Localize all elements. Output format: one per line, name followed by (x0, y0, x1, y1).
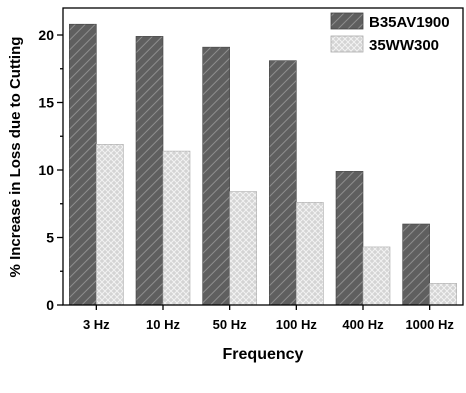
legend-label-35ww300: 35WW300 (369, 37, 439, 54)
legend: B35AV1900 35WW300 (330, 12, 450, 54)
x-tick-label: 100 Hz (276, 317, 318, 332)
y-tick-label: 5 (46, 230, 54, 246)
bar-b35av1900-10hz (135, 36, 164, 306)
bar-35ww300-50hz (229, 191, 257, 306)
bar-35ww300-100hz (296, 202, 324, 306)
x-tick-label: 3 Hz (83, 317, 110, 332)
legend-swatch-b35av1900 (330, 12, 364, 30)
x-tick-label: 50 Hz (213, 317, 247, 332)
x-axis-ticks: 3 Hz 10 Hz 50 Hz 100 Hz 400 Hz 1000 Hz (83, 305, 454, 332)
y-tick-label: 15 (38, 95, 54, 111)
y-tick-label: 10 (38, 162, 54, 178)
legend-label-b35av1900: B35AV1900 (369, 14, 450, 31)
bar-35ww300-3hz (96, 144, 124, 306)
bar-35ww300-1000hz (429, 283, 457, 306)
bar-35ww300-10hz (162, 150, 191, 306)
bar-b35av1900-400hz (335, 171, 364, 306)
x-tick-label: 10 Hz (146, 317, 180, 332)
bar-b35av1900-3hz (69, 23, 97, 306)
x-tick-label: 400 Hz (342, 317, 384, 332)
x-tick-label: 1000 Hz (405, 317, 454, 332)
bar-35ww300-400hz (362, 246, 391, 306)
y-axis-label: % Increase in Loss due to Cutting (7, 37, 24, 278)
y-tick-label: 0 (46, 297, 54, 313)
bar-b35av1900-1000hz (402, 223, 430, 306)
y-axis-ticks: 0 5 10 15 20 (38, 27, 63, 313)
y-tick-label: 20 (38, 27, 54, 43)
x-axis-label: Frequency (223, 346, 304, 363)
plot-frame (62, 7, 464, 306)
legend-swatch-35ww300 (330, 35, 364, 53)
bars-layer (69, 23, 457, 306)
bar-b35av1900-50hz (202, 46, 230, 306)
bar-b35av1900-100hz (269, 60, 297, 306)
